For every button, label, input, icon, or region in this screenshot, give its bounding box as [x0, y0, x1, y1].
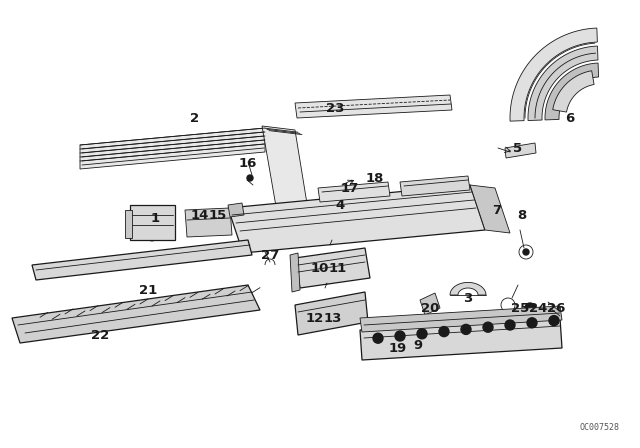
Circle shape	[247, 175, 253, 181]
Text: 4: 4	[335, 198, 344, 211]
Text: 23: 23	[326, 102, 344, 115]
Text: 16: 16	[239, 156, 257, 169]
Polygon shape	[130, 205, 175, 240]
Circle shape	[417, 329, 427, 339]
Text: 15: 15	[209, 208, 227, 221]
Circle shape	[549, 315, 559, 326]
Text: 5: 5	[513, 142, 523, 155]
Polygon shape	[318, 182, 390, 202]
Polygon shape	[545, 63, 598, 120]
Polygon shape	[185, 208, 232, 237]
Circle shape	[527, 318, 537, 328]
Polygon shape	[505, 143, 536, 158]
Text: 7: 7	[492, 203, 502, 216]
Polygon shape	[228, 185, 485, 253]
Text: 20: 20	[421, 302, 439, 314]
Polygon shape	[400, 176, 470, 196]
Polygon shape	[290, 253, 300, 292]
Polygon shape	[262, 126, 310, 222]
Text: 3: 3	[463, 292, 472, 305]
Polygon shape	[295, 248, 370, 288]
Polygon shape	[360, 318, 562, 360]
Circle shape	[525, 303, 535, 313]
Polygon shape	[12, 285, 260, 343]
Polygon shape	[450, 282, 486, 295]
Circle shape	[505, 320, 515, 330]
Text: 26: 26	[547, 302, 565, 314]
Text: 14: 14	[191, 208, 209, 221]
Polygon shape	[553, 71, 594, 112]
Text: 11: 11	[329, 262, 347, 275]
Polygon shape	[32, 240, 252, 280]
Text: OC007528: OC007528	[580, 423, 620, 432]
Text: 21: 21	[139, 284, 157, 297]
Polygon shape	[420, 293, 440, 315]
Text: 25: 25	[511, 302, 529, 314]
Circle shape	[439, 327, 449, 336]
Text: 17: 17	[341, 181, 359, 194]
Polygon shape	[125, 210, 132, 238]
Text: 2: 2	[191, 112, 200, 125]
Circle shape	[373, 333, 383, 343]
Text: 10: 10	[311, 262, 329, 275]
Text: 27: 27	[261, 249, 279, 262]
Circle shape	[483, 322, 493, 332]
Polygon shape	[295, 95, 452, 118]
Text: 6: 6	[565, 112, 575, 125]
Text: 24: 24	[529, 302, 547, 314]
Polygon shape	[228, 203, 244, 217]
Polygon shape	[470, 185, 510, 233]
Text: 13: 13	[324, 311, 342, 324]
Text: 19: 19	[389, 341, 407, 354]
Circle shape	[523, 249, 529, 255]
Circle shape	[395, 331, 405, 341]
Polygon shape	[360, 306, 562, 332]
Polygon shape	[295, 292, 368, 335]
Text: 22: 22	[91, 328, 109, 341]
Text: 1: 1	[150, 211, 159, 224]
Circle shape	[461, 324, 471, 334]
Polygon shape	[510, 28, 597, 121]
Text: 18: 18	[366, 172, 384, 185]
Polygon shape	[528, 46, 598, 121]
Text: 9: 9	[413, 339, 422, 352]
Text: 8: 8	[517, 208, 527, 221]
Text: 12: 12	[306, 311, 324, 324]
Polygon shape	[80, 128, 265, 169]
